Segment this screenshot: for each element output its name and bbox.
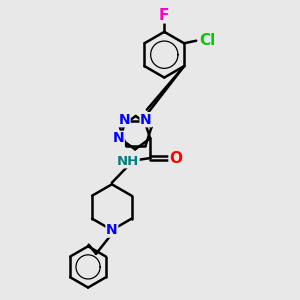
Text: Cl: Cl [199, 33, 215, 48]
Text: O: O [169, 151, 182, 166]
Text: N: N [106, 223, 118, 237]
Text: N: N [112, 131, 124, 146]
Text: N: N [140, 113, 152, 127]
Text: N: N [118, 113, 130, 127]
Text: NH: NH [117, 155, 139, 168]
Text: F: F [159, 8, 169, 23]
